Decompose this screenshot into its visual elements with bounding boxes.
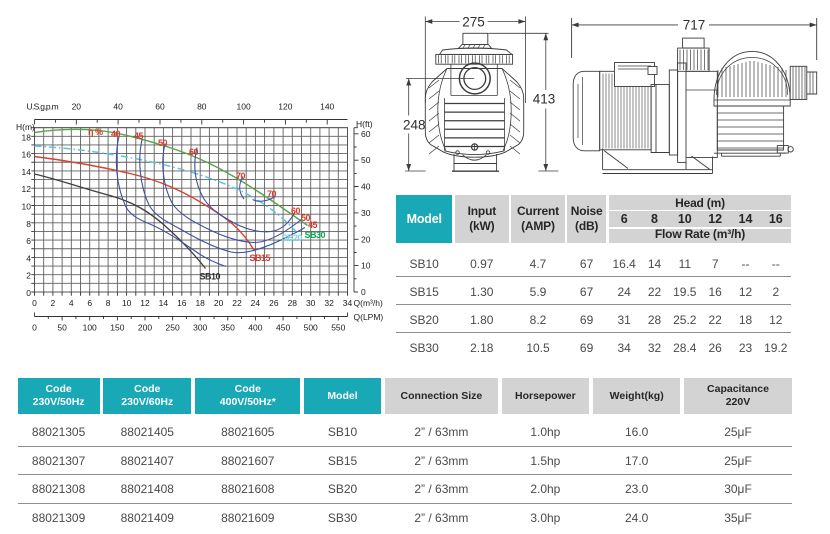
svg-text:6: 6	[26, 236, 31, 246]
svg-text:SB30: SB30	[305, 230, 326, 240]
svg-text:80: 80	[197, 102, 207, 112]
svg-text:50: 50	[301, 213, 311, 223]
svg-text:22: 22	[232, 298, 242, 308]
svg-text:275: 275	[462, 15, 485, 30]
svg-text:248: 248	[403, 118, 426, 133]
svg-text:14: 14	[22, 167, 32, 177]
svg-text:50: 50	[158, 138, 168, 148]
svg-text:200: 200	[138, 323, 152, 333]
svg-text:100: 100	[83, 323, 97, 333]
svg-text:717: 717	[683, 18, 706, 33]
svg-text:10: 10	[122, 298, 132, 308]
svg-text:SB15: SB15	[250, 253, 271, 263]
svg-text:500: 500	[304, 323, 318, 333]
svg-text:450: 450	[276, 323, 290, 333]
svg-text:120: 120	[278, 102, 292, 112]
svg-text:550: 550	[331, 323, 345, 333]
svg-text:45: 45	[308, 220, 318, 230]
svg-text:20: 20	[214, 298, 224, 308]
svg-text:8: 8	[106, 298, 111, 308]
svg-text:50: 50	[361, 155, 371, 165]
svg-text:12: 12	[22, 184, 32, 194]
svg-text:140: 140	[320, 102, 334, 112]
svg-text:24: 24	[251, 298, 261, 308]
svg-text:H(m): H(m)	[16, 122, 35, 132]
svg-text:0: 0	[32, 323, 37, 333]
svg-text:0: 0	[32, 298, 37, 308]
svg-text:60: 60	[361, 129, 371, 139]
svg-text:70: 70	[267, 189, 277, 199]
svg-text:100: 100	[237, 102, 251, 112]
svg-text:10: 10	[361, 261, 371, 271]
svg-text:34: 34	[343, 298, 353, 308]
svg-text:6: 6	[87, 298, 92, 308]
svg-text:Q(m³/h): Q(m³/h)	[354, 298, 383, 308]
svg-text:32: 32	[324, 298, 334, 308]
svg-text:18: 18	[195, 298, 205, 308]
svg-text:4: 4	[69, 298, 74, 308]
svg-text:400: 400	[248, 323, 262, 333]
svg-text:H(ft): H(ft)	[356, 119, 373, 129]
svg-text:350: 350	[221, 323, 235, 333]
svg-text:40: 40	[113, 102, 123, 112]
svg-text:14: 14	[159, 298, 169, 308]
svg-text:η %: η %	[88, 127, 103, 137]
svg-text:40: 40	[361, 182, 371, 192]
svg-text:30: 30	[361, 208, 371, 218]
svg-text:413: 413	[533, 92, 556, 107]
svg-text:30: 30	[306, 298, 316, 308]
svg-text:60: 60	[189, 147, 199, 157]
svg-text:16: 16	[177, 298, 187, 308]
svg-text:16: 16	[22, 150, 32, 160]
svg-text:18: 18	[22, 132, 32, 142]
svg-text:40: 40	[111, 129, 121, 139]
svg-text:70: 70	[236, 171, 246, 181]
svg-text:250: 250	[166, 323, 180, 333]
svg-text:0: 0	[26, 288, 31, 298]
svg-text:Q(LPM): Q(LPM)	[354, 312, 384, 322]
svg-text:50: 50	[57, 323, 67, 333]
svg-text:20: 20	[361, 234, 371, 244]
svg-text:60: 60	[291, 206, 301, 216]
svg-text:4: 4	[26, 253, 31, 263]
svg-text:300: 300	[193, 323, 207, 333]
svg-text:12: 12	[140, 298, 150, 308]
svg-text:26: 26	[269, 298, 279, 308]
svg-text:SB20: SB20	[282, 233, 303, 243]
svg-text:45: 45	[134, 131, 144, 141]
svg-text:60: 60	[155, 102, 165, 112]
svg-text:10: 10	[22, 202, 32, 212]
svg-text:28: 28	[288, 298, 298, 308]
svg-text:2: 2	[51, 298, 56, 308]
svg-text:0: 0	[361, 287, 366, 297]
svg-text:150: 150	[110, 323, 124, 333]
svg-text:8: 8	[26, 219, 31, 229]
svg-text:2: 2	[26, 271, 31, 281]
svg-text:U.S.g.p.m: U.S.g.p.m	[27, 102, 59, 112]
svg-text:20: 20	[72, 102, 82, 112]
svg-text:SB10: SB10	[200, 272, 221, 282]
